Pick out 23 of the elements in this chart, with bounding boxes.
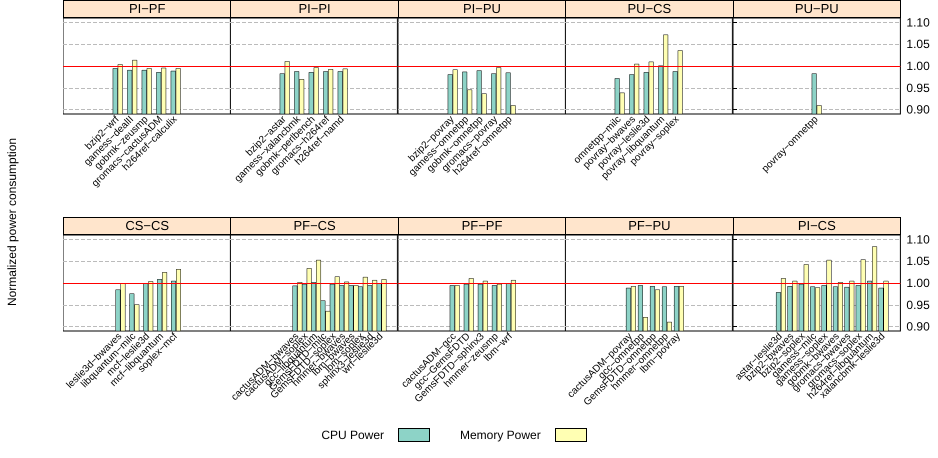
- chart-title: CS−CS: [63, 217, 232, 235]
- y-tick-label: 1.10: [906, 15, 930, 30]
- chart-title: PU−CS: [565, 0, 734, 18]
- y-tick-label: 1.10: [906, 232, 930, 246]
- chart-title: PI−PI: [230, 0, 399, 18]
- y-axis-title: Normalized power consumption: [5, 138, 19, 306]
- y-tick-label: 1.00: [906, 276, 930, 290]
- y-tick-label: 1.00: [906, 59, 930, 73]
- chart-title: PI−PF: [63, 0, 232, 18]
- y-tick-label: 1.05: [906, 37, 930, 52]
- legend-label: Memory Power: [460, 428, 541, 442]
- y-tick-label: 0.95: [906, 80, 930, 95]
- chart-title: PF−PU: [565, 217, 734, 235]
- chart-title: PI−CS: [732, 217, 901, 235]
- chart-title: PU−PU: [732, 0, 901, 18]
- y-tick-label: 0.90: [906, 102, 930, 117]
- chart-title: PF−CS: [230, 217, 399, 235]
- chart-title: PF−PF: [398, 217, 566, 235]
- legend-label: CPU Power: [321, 428, 384, 442]
- y-tick-label: 0.95: [906, 298, 930, 312]
- chart-title: PI−PU: [398, 0, 566, 18]
- y-tick-label: 1.05: [906, 254, 930, 268]
- y-tick-label: 0.90: [906, 320, 930, 334]
